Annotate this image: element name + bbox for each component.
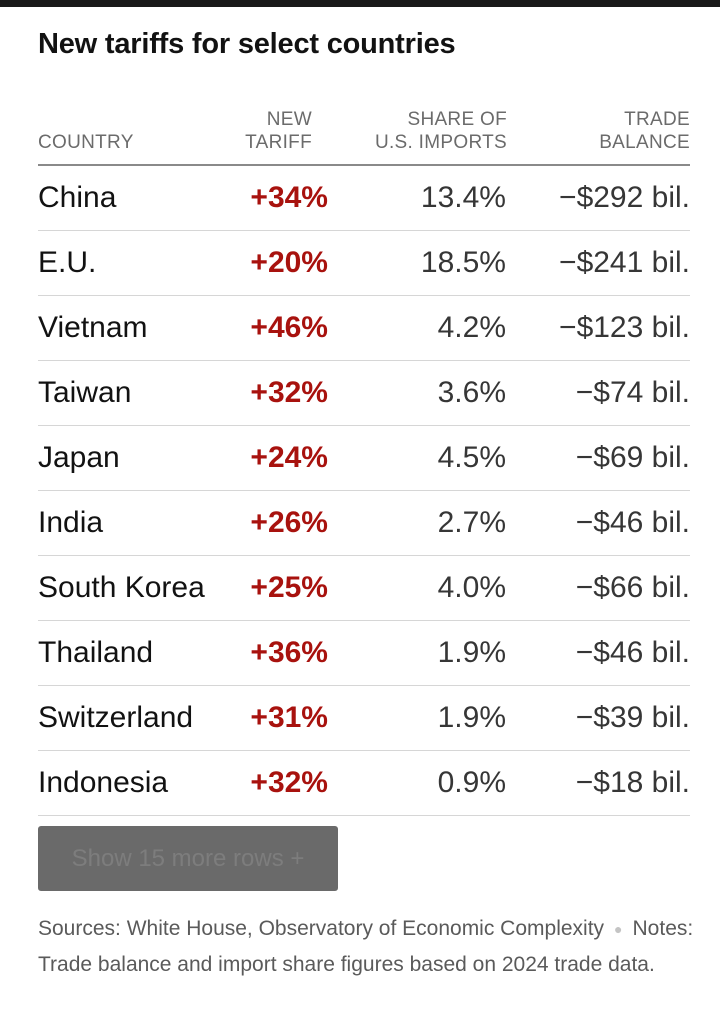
table-title: New tariffs for select countries [38,28,456,60]
sources-text: Sources: White House, Observatory of Eco… [38,917,605,940]
tariff-cell: +31% [250,701,328,734]
top-bar [0,0,720,7]
table-row: Japan +24% 4.5% −$69 bil. [38,426,690,491]
table-row: Vietnam +46% 4.2% −$123 bil. [38,296,690,361]
table-row: Taiwan +32% 3.6% −$74 bil. [38,361,690,426]
country-cell: Switzerland [38,701,194,734]
tariff-cell: +26% [250,506,328,539]
balance-cell: −$66 bil. [575,571,690,604]
table-row: South Korea +25% 4.0% −$66 bil. [38,556,690,621]
share-cell: 1.9% [437,636,506,669]
balance-cell: −$39 bil. [575,701,690,734]
country-cell: Vietnam [38,311,148,344]
balance-cell: −$292 bil. [559,181,690,214]
country-cell: Taiwan [38,376,132,409]
share-cell: 2.7% [437,506,506,539]
tariff-cell: +36% [250,636,328,669]
header-balance-line2: BALANCE [599,132,690,153]
table-row: Indonesia +32% 0.9% −$18 bil. [38,751,690,816]
share-cell: 4.0% [437,571,506,604]
tariff-cell: +34% [250,181,328,214]
country-cell: E.U. [38,246,97,279]
country-cell: Thailand [38,636,154,669]
notes-text: Notes: Trade balance and import share fi… [38,917,694,977]
tariff-cell: +32% [250,376,328,409]
tariff-cell: +25% [250,571,328,604]
share-cell: 0.9% [437,766,506,799]
country-cell: China [38,181,117,214]
header-country: COUNTRY [38,132,134,153]
balance-cell: −$241 bil. [559,246,690,279]
table-row: India +26% 2.7% −$46 bil. [38,491,690,556]
header-balance-line1: TRADE [624,109,690,130]
balance-cell: −$74 bil. [575,376,690,409]
table-header: COUNTRY NEW TARIFF SHARE OF U.S. IMPORTS… [38,108,690,166]
show-more-rows-button[interactable]: Show 15 more rows + [38,826,338,891]
country-cell: Indonesia [38,766,169,799]
balance-cell: −$69 bil. [575,441,690,474]
balance-cell: −$46 bil. [575,506,690,539]
balance-cell: −$46 bil. [575,636,690,669]
tariff-cell: +32% [250,766,328,799]
header-share-line2: U.S. IMPORTS [374,132,507,153]
header-share-of-imports: SHARE OF U.S. IMPORTS [375,108,507,154]
share-cell: 18.5% [420,246,506,279]
share-cell: 13.4% [420,181,506,214]
share-cell: 3.6% [437,376,506,409]
header-new-tariff-line1: NEW [266,109,312,130]
country-cell: South Korea [38,571,205,604]
country-cell: India [38,506,104,539]
balance-cell: −$123 bil. [559,311,690,344]
header-share-line1: SHARE OF [407,109,507,130]
tariff-cell: +20% [250,246,328,279]
header-trade-balance: TRADE BALANCE [599,108,690,154]
header-new-tariff-line2: TARIFF [245,132,312,153]
balance-cell: −$18 bil. [575,766,690,799]
country-cell: Japan [38,441,120,474]
table-row: China +34% 13.4% −$292 bil. [38,166,690,231]
separator-dot-icon: ● [614,921,623,938]
table-body: China +34% 13.4% −$292 bil. E.U. +20% 18… [38,166,690,816]
table-row: Thailand +36% 1.9% −$46 bil. [38,621,690,686]
table-row: E.U. +20% 18.5% −$241 bil. [38,231,690,296]
tariff-cell: +46% [250,311,328,344]
tariff-cell: +24% [250,441,328,474]
header-new-tariff: NEW TARIFF [245,108,312,154]
share-cell: 4.2% [437,311,506,344]
table-row: Switzerland +31% 1.9% −$39 bil. [38,686,690,751]
share-cell: 1.9% [437,701,506,734]
share-cell: 4.5% [437,441,506,474]
footer-notes: Sources: White House, Observatory of Eco… [38,911,698,983]
